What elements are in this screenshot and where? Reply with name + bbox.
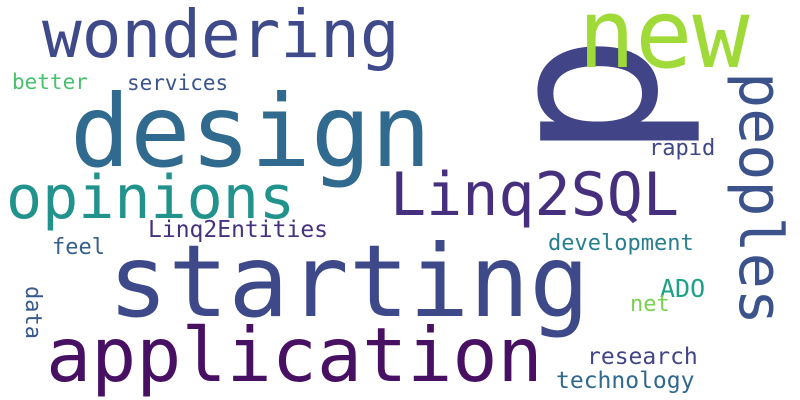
word-technology: technology xyxy=(556,368,695,394)
word-starting: starting xyxy=(108,223,590,340)
word-new: new xyxy=(578,0,750,90)
word-feel: feel xyxy=(52,235,105,260)
word-wondering: wondering xyxy=(42,0,400,73)
word-linq2sql: Linq2SQL xyxy=(390,160,679,230)
word-application: application xyxy=(46,311,543,399)
word-peoples: peoples xyxy=(725,72,795,325)
word-research: research xyxy=(587,344,698,370)
word-services: services xyxy=(127,71,229,95)
word-design: design xyxy=(70,73,432,190)
word-net: net xyxy=(630,292,670,317)
word-better: better xyxy=(12,70,88,94)
word-ado: ADO xyxy=(660,274,706,303)
word-linq2entities: Linq2Entities xyxy=(148,217,329,243)
word-opinions: opinions xyxy=(6,163,295,233)
word-data: data xyxy=(20,286,45,339)
word-rapid: rapid xyxy=(649,136,716,161)
word-development: development xyxy=(548,231,694,256)
